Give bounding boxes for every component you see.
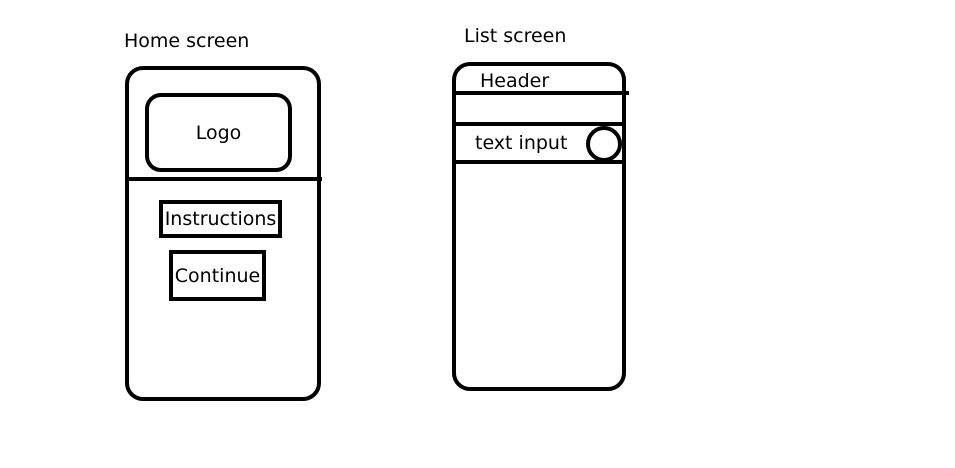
list-screen-title: List screen <box>464 25 567 47</box>
instructions-button[interactable]: Instructions <box>159 200 282 238</box>
logo-box: Logo <box>145 93 292 172</box>
continue-button[interactable]: Continue <box>169 250 266 301</box>
home-header-divider <box>127 177 322 181</box>
home-screen-title: Home screen <box>124 30 250 52</box>
text-input[interactable]: text input <box>455 122 623 164</box>
list-header-label: Header <box>480 70 550 92</box>
list-header-divider <box>454 91 629 95</box>
instructions-label: Instructions <box>164 208 277 230</box>
logo-label: Logo <box>195 121 242 144</box>
continue-label: Continue <box>174 264 261 287</box>
text-input-label: text input <box>475 132 568 154</box>
list-screen-frame <box>452 62 626 391</box>
circle-icon[interactable] <box>586 126 622 162</box>
